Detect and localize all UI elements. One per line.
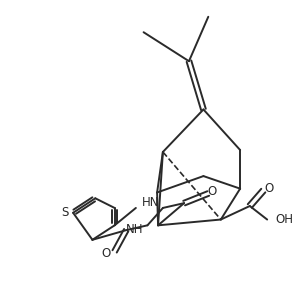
Text: HN: HN [142, 196, 159, 209]
Text: O: O [207, 185, 217, 198]
Text: S: S [62, 206, 69, 219]
Text: O: O [265, 182, 274, 195]
Text: OH: OH [275, 213, 293, 226]
Text: O: O [101, 247, 111, 260]
Text: NH: NH [126, 223, 144, 236]
